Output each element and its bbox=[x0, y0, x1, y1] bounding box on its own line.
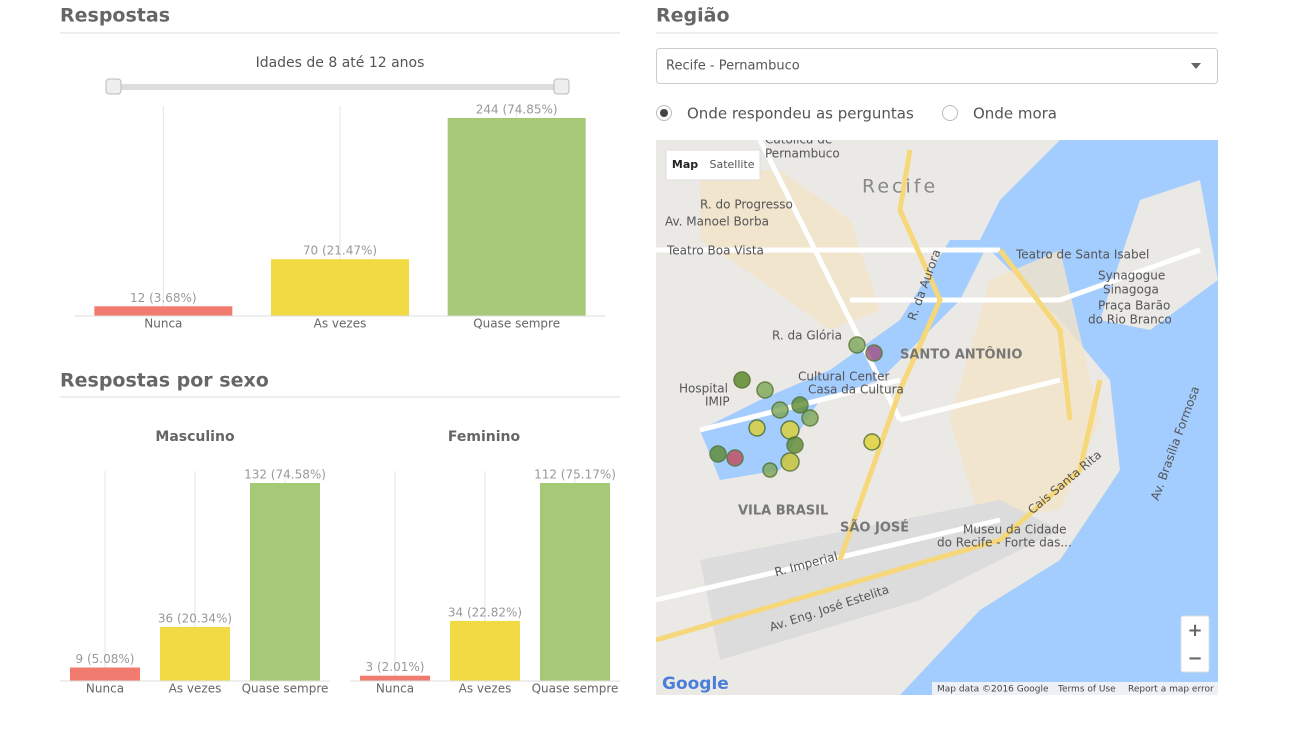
island bbox=[1100, 180, 1218, 330]
select-arrow bbox=[1191, 63, 1201, 69]
value-label: 3 (2.01%) bbox=[366, 660, 425, 674]
rail-yard bbox=[700, 500, 1060, 660]
value-label: 244 (74.85%) bbox=[476, 103, 558, 117]
map[interactable]: Recife Católica de Pernambuco R. do Prog… bbox=[656, 133, 1218, 696]
chart-title: Masculino bbox=[155, 429, 235, 445]
map-label: do Rio Branco bbox=[1088, 313, 1172, 327]
category-label: Nunca bbox=[144, 317, 182, 331]
map-footer-text: Map data ©2016 Google bbox=[937, 685, 1049, 695]
bar bbox=[450, 620, 520, 681]
map-markers bbox=[709, 336, 883, 478]
map-label: R. da Glória bbox=[772, 329, 842, 343]
bar bbox=[540, 483, 610, 681]
radio-label: Onde respondeu as perguntas bbox=[687, 105, 914, 123]
map-label: Pernambuco bbox=[765, 147, 840, 161]
category-label: Quase sempre bbox=[532, 682, 619, 696]
radio-label: Onde mora bbox=[973, 105, 1057, 123]
value-label: 34 (22.82%) bbox=[448, 605, 522, 619]
map-label: Sinagoga bbox=[1103, 283, 1159, 297]
map-footer-link[interactable]: Report a map error bbox=[1128, 685, 1214, 695]
section-title: Região bbox=[656, 5, 730, 27]
bar bbox=[447, 118, 586, 316]
map-label: Av. Manoel Borba bbox=[665, 215, 769, 229]
value-label: 9 (5.08%) bbox=[76, 652, 135, 666]
chart-title: Feminino bbox=[448, 429, 521, 445]
map-footer-link[interactable]: Terms of Use bbox=[1057, 685, 1116, 695]
google-logo: Google bbox=[662, 674, 729, 694]
category-label: As vezes bbox=[169, 682, 222, 696]
map-label: R. do Progresso bbox=[700, 198, 793, 212]
bar bbox=[70, 667, 140, 681]
category-label: Nunca bbox=[86, 682, 124, 696]
value-label: 70 (21.47%) bbox=[303, 244, 377, 258]
district bbox=[950, 250, 1100, 520]
value-label: 12 (3.68%) bbox=[130, 291, 197, 305]
zoom-control[interactable] bbox=[1180, 615, 1210, 673]
map-label: VILA BRASIL bbox=[738, 504, 828, 519]
map-label: Recife bbox=[862, 176, 938, 198]
bar bbox=[250, 483, 320, 681]
category-label: As vezes bbox=[314, 317, 367, 331]
category-label: Quase sempre bbox=[242, 682, 329, 696]
map-type-button[interactable]: Map bbox=[672, 158, 698, 171]
select-value: Recife - Pernambuco bbox=[666, 59, 800, 74]
bar bbox=[160, 627, 230, 681]
section-title: Respostas por sexo bbox=[60, 370, 269, 392]
bar bbox=[271, 259, 409, 316]
slider-handle[interactable] bbox=[105, 78, 122, 95]
map-label: Praça Barão bbox=[1098, 299, 1170, 313]
map-label: SÃO JOSÉ bbox=[840, 520, 909, 536]
map-footer bbox=[932, 682, 1218, 695]
map-label: do Recife - Forte das... bbox=[937, 536, 1072, 550]
zoom-in[interactable]: + bbox=[1187, 620, 1202, 641]
map-label: Casa da Cultura bbox=[808, 383, 904, 397]
map-label: IMIP bbox=[705, 395, 730, 409]
slider-label: Idades de 8 até 12 anos bbox=[256, 55, 425, 71]
zoom-out[interactable]: − bbox=[1187, 648, 1202, 669]
slider-track[interactable] bbox=[113, 84, 562, 90]
bar bbox=[94, 306, 233, 316]
radio-dot bbox=[660, 109, 668, 117]
category-label: Quase sempre bbox=[473, 317, 560, 331]
slider-handle[interactable] bbox=[553, 78, 570, 95]
value-label: 36 (20.34%) bbox=[158, 612, 232, 626]
map-label: Teatro de Santa Isabel bbox=[1015, 248, 1149, 262]
category-label: As vezes bbox=[459, 682, 512, 696]
map-label: Teatro Boa Vista bbox=[666, 244, 764, 258]
map-label: Synagogue bbox=[1098, 269, 1165, 283]
map-type-button[interactable]: Satellite bbox=[709, 158, 754, 171]
map-type-control[interactable] bbox=[665, 149, 761, 181]
map-label: SANTO ANTÔNIO bbox=[900, 347, 1022, 363]
value-label: 132 (74.58%) bbox=[244, 468, 326, 482]
region-select[interactable] bbox=[656, 48, 1218, 84]
radio[interactable] bbox=[942, 105, 958, 121]
bar bbox=[360, 675, 430, 681]
category-label: Nunca bbox=[376, 682, 414, 696]
section-title: Respostas bbox=[60, 5, 170, 27]
map-label: Museu da Cidade bbox=[963, 523, 1066, 537]
map-label: Hospital bbox=[679, 382, 728, 396]
map-label: Católica de bbox=[765, 133, 832, 147]
value-label: 112 (75.17%) bbox=[534, 468, 616, 482]
map-label: Cultural Center bbox=[798, 370, 890, 384]
